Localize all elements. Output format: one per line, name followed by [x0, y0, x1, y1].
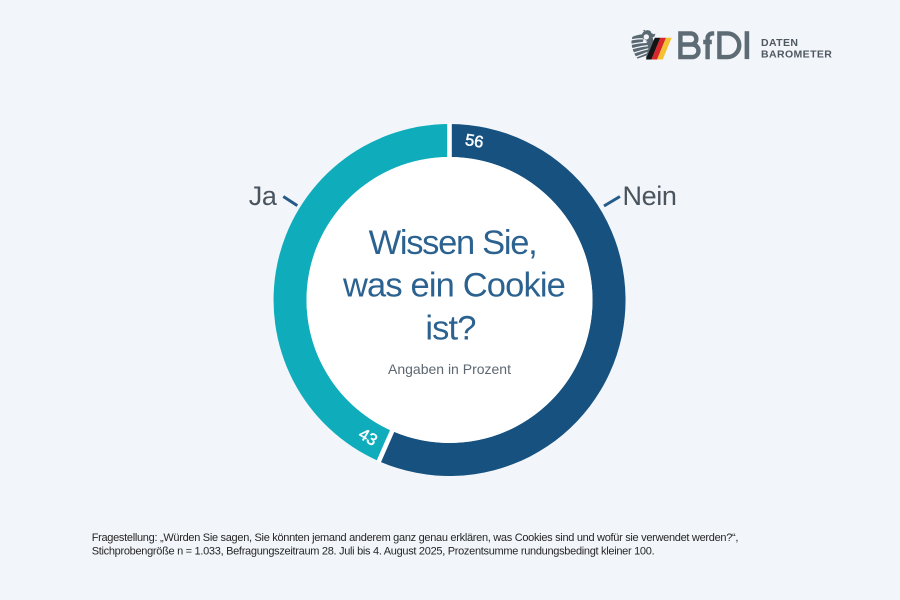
svg-text:56: 56: [464, 131, 485, 152]
svg-text:Stichprobengröße n = 1.033, Be: Stichprobengröße n = 1.033, Befragungsze…: [92, 546, 655, 558]
svg-text:Nein: Nein: [623, 181, 677, 211]
svg-text:Wissen Sie,: Wissen Sie,: [369, 224, 537, 262]
svg-text:was ein Cookie: was ein Cookie: [342, 267, 565, 305]
svg-text:Ja: Ja: [249, 181, 278, 211]
svg-text:DATEN: DATEN: [761, 37, 798, 49]
svg-text:Fragestellung: „Würden Sie sag: Fragestellung: „Würden Sie sagen, Sie kö…: [92, 532, 739, 544]
svg-text:Angaben in Prozent: Angaben in Prozent: [388, 361, 511, 377]
svg-text:ist?: ist?: [425, 310, 475, 348]
svg-text:BAROMETER: BAROMETER: [761, 49, 832, 61]
